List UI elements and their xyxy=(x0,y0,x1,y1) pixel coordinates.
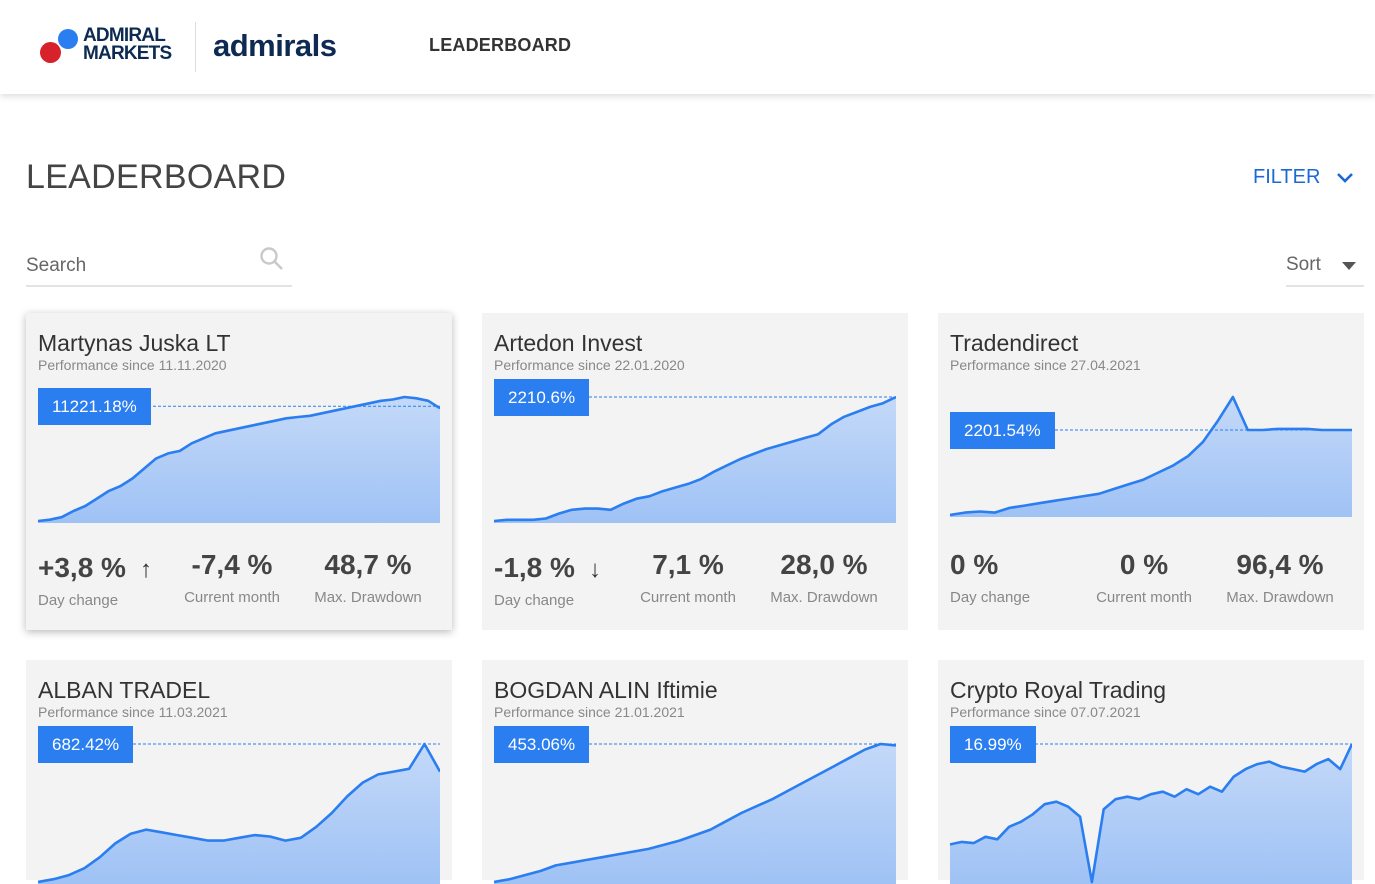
chevron-down-icon xyxy=(1337,172,1354,183)
admiral-markets-logo[interactable]: ADMIRAL MARKETS xyxy=(40,26,180,66)
chart-area xyxy=(494,397,896,523)
nav-link-leaderboard[interactable]: LEADERBOARD xyxy=(429,35,572,55)
chart-area xyxy=(38,744,440,884)
trader-name[interactable]: BOGDAN ALIN Iftimie xyxy=(494,677,718,703)
logo-line-1: ADMIRAL xyxy=(83,25,166,46)
max-drawdown-stat: 48,7 % Max. Drawdown xyxy=(308,549,428,606)
top-navigation-bar: ADMIRAL MARKETS admirals LEADERBOARD xyxy=(0,0,1375,94)
day-change-label: Day change xyxy=(494,592,575,609)
max-drawdown-stat: 96,4 % Max. Drawdown xyxy=(1220,549,1340,606)
filter-label: FILTER xyxy=(1253,166,1321,188)
trader-card[interactable]: ALBAN TRADEL Performance since 11.03.2021… xyxy=(26,660,452,884)
logo-divider xyxy=(195,22,196,72)
logo-red-dot xyxy=(40,42,61,63)
day-change-stat: 0 % Day change xyxy=(950,549,1030,606)
search-icon[interactable] xyxy=(259,246,285,272)
sort-dropdown[interactable]: Sort xyxy=(1286,244,1364,287)
max-drawdown-label: Max. Drawdown xyxy=(1226,589,1334,606)
current-month-label: Current month xyxy=(1096,589,1192,606)
max-drawdown-value: 48,7 % xyxy=(324,549,412,580)
chart-area xyxy=(950,397,1352,517)
day-change-value: 0 % xyxy=(950,549,999,580)
trader-name[interactable]: Martynas Juska LT xyxy=(38,330,231,356)
max-drawdown-stat: 28,0 % Max. Drawdown xyxy=(764,549,884,606)
max-drawdown-value: 28,0 % xyxy=(780,549,868,580)
current-month-stat: 7,1 % Current month xyxy=(632,549,744,606)
chart-area xyxy=(38,397,440,523)
search-field[interactable] xyxy=(26,244,292,287)
chart-area xyxy=(950,744,1352,884)
chart-area xyxy=(494,744,896,884)
trader-card[interactable]: Crypto Royal Trading Performance since 07… xyxy=(938,660,1364,884)
filter-button[interactable]: FILTER xyxy=(1253,166,1354,189)
day-change-value: -1,8 % xyxy=(494,552,575,583)
performance-badge: 2201.54% xyxy=(950,412,1055,450)
page-title: LEADERBOARD xyxy=(26,158,287,196)
admirals-logo[interactable]: admirals xyxy=(213,28,337,63)
current-month-value: 0 % xyxy=(1119,549,1169,580)
trader-card[interactable]: BOGDAN ALIN Iftimie Performance since 21.… xyxy=(482,660,908,884)
arrow-down-icon: ↓ xyxy=(588,556,601,583)
trader-name[interactable]: Tradendirect xyxy=(950,330,1079,356)
performance-badge: 16.99% xyxy=(950,726,1036,763)
performance-chart xyxy=(950,395,1352,517)
trader-name[interactable]: Crypto Royal Trading xyxy=(950,677,1167,703)
performance-since: Performance since 11.11.2020 xyxy=(38,357,227,373)
day-change-stat: +3,8 % ↑ Day change xyxy=(38,552,152,609)
sort-label: Sort xyxy=(1286,254,1321,275)
trader-card[interactable]: Martynas Juska LT Performance since 11.11… xyxy=(26,313,452,630)
chart-line xyxy=(38,742,440,884)
current-month-value: 7,1 % xyxy=(652,549,724,580)
caret-down-icon xyxy=(1342,262,1356,270)
max-drawdown-value: 96,4 % xyxy=(1236,549,1324,580)
current-month-value: -7,4 % xyxy=(191,549,273,580)
performance-badge: 682.42% xyxy=(38,726,134,763)
arrow-up-icon: ↑ xyxy=(139,556,152,583)
chart-line xyxy=(494,395,896,523)
day-change-value: +3,8 % xyxy=(38,552,126,583)
performance-badge: 453.06% xyxy=(494,726,590,763)
logo-line-2: MARKETS xyxy=(83,43,172,64)
max-drawdown-label: Max. Drawdown xyxy=(314,589,422,606)
current-month-label: Current month xyxy=(640,589,736,606)
search-input[interactable] xyxy=(26,252,246,280)
performance-chart xyxy=(38,395,440,523)
performance-since: Performance since 07.07.2021 xyxy=(950,704,1141,720)
current-month-stat: 0 % Current month xyxy=(1088,549,1200,606)
trader-name[interactable]: Artedon Invest xyxy=(494,330,643,356)
chart-line xyxy=(950,743,1352,884)
logo-wordmark: ADMIRAL MARKETS xyxy=(83,25,172,64)
trader-name[interactable]: ALBAN TRADEL xyxy=(38,677,211,703)
day-change-label: Day change xyxy=(38,592,119,609)
performance-badge: 2210.6% xyxy=(494,379,590,416)
trader-card[interactable]: Artedon Invest Performance since 22.01.20… xyxy=(482,313,908,630)
current-month-label: Current month xyxy=(184,589,280,606)
performance-since: Performance since 11.03.2021 xyxy=(38,704,228,720)
performance-since: Performance since 21.01.2021 xyxy=(494,704,685,720)
day-change-label: Day change xyxy=(950,589,1031,606)
performance-since: Performance since 27.04.2021 xyxy=(950,357,1141,373)
logo-blue-dot xyxy=(58,29,78,49)
max-drawdown-label: Max. Drawdown xyxy=(770,589,878,606)
performance-since: Performance since 22.01.2020 xyxy=(494,357,685,373)
current-month-stat: -7,4 % Current month xyxy=(176,549,288,606)
chart-line xyxy=(950,395,1352,517)
chart-line xyxy=(38,395,440,523)
day-change-stat: -1,8 % ↓ Day change xyxy=(494,552,601,609)
performance-badge: 11221.18% xyxy=(38,388,151,426)
trader-card[interactable]: Tradendirect Performance since 27.04.2021… xyxy=(938,313,1364,630)
